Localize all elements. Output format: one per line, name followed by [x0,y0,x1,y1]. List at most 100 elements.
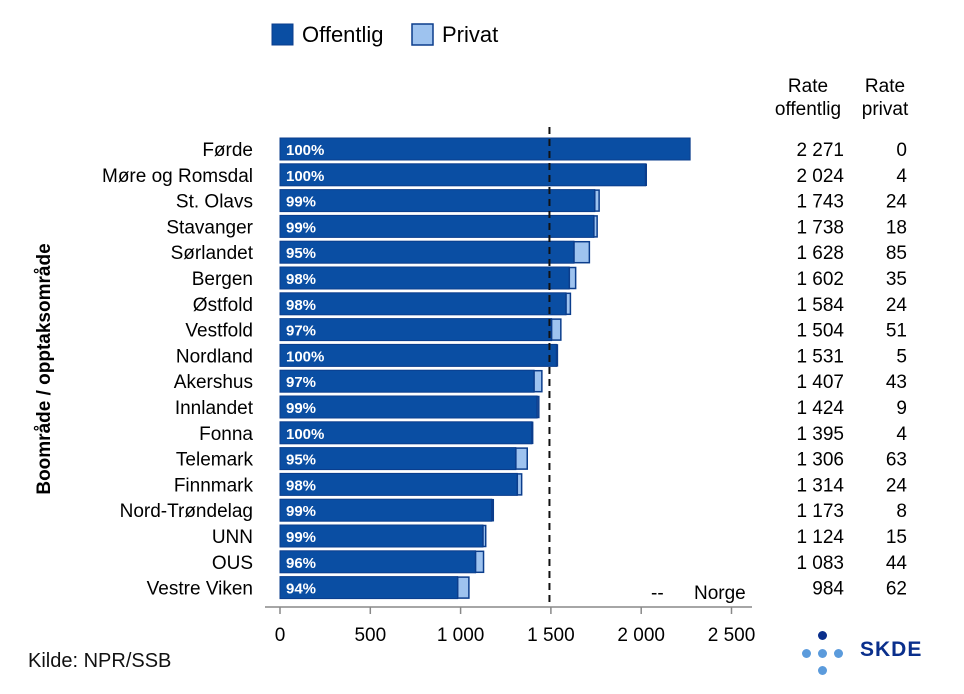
rate-privat-value: 43 [886,372,907,393]
bar-privat [593,215,598,238]
skde-logo: SKDE [800,628,921,678]
legend-swatch-offentlig [271,23,294,46]
bar-privat [491,498,495,522]
x-tick-label: 1 500 [527,625,575,646]
category-label: Telemark [176,450,254,471]
share-label: 98% [286,271,316,288]
rate-privat-value: 15 [886,527,907,548]
x-tick-label: 0 [275,625,286,646]
rate-offentlig-value: 984 [812,579,844,600]
header-rate-offentlig-line2: offentlig [775,99,841,120]
category-label: St. Olavs [176,192,253,213]
bar-privat [516,473,523,496]
category-label: Vestre Viken [147,579,253,600]
share-label: 95% [286,452,316,469]
bar-offentlig [279,240,575,264]
rate-privat-value: 44 [886,553,908,574]
rate-offentlig-value: 1 743 [796,192,844,213]
header-rate-privat-line1: Rate [865,76,905,97]
rate-offentlig-value: 1 395 [796,424,844,445]
rate-offentlig-value: 1 584 [796,295,844,316]
share-label: 94% [286,581,316,598]
bar-privat [565,292,572,316]
x-tick-label: 2 500 [708,625,756,646]
bar-offentlig [279,266,570,290]
rate-privat-value: 35 [886,269,907,290]
rate-privat-value: 63 [886,450,907,471]
source-note: Kilde: NPR/SSB [28,650,172,672]
legend-swatch-privat [411,23,434,46]
rate-privat-value: 4 [896,424,907,445]
bar-offentlig [279,163,647,187]
category-label: Bergen [192,269,253,290]
bar-privat [555,344,559,367]
y-axis-label: Boområde / opptaksområde [34,243,55,494]
share-label: 96% [286,555,316,572]
reference-legend-symbol: -- [651,583,664,604]
bar-privat [573,240,591,264]
rate-privat-value: 9 [896,398,907,419]
bar-privat [474,550,485,574]
category-label: UNN [212,527,253,548]
rate-privat-value: 4 [896,166,907,187]
rate-privat-value: 24 [886,192,908,213]
category-label: Møre og Romsdal [102,166,253,187]
rate-privat-value: 8 [896,501,907,522]
rate-offentlig-value: 2 024 [796,166,844,187]
bar-offentlig [279,137,691,161]
bar-offentlig [279,292,567,316]
rate-offentlig-value: 1 124 [796,527,844,548]
rate-offentlig-value: 1 628 [796,243,844,264]
rate-offentlig-value: 1 083 [796,553,844,574]
legend-label-offentlig: Offentlig [302,22,384,47]
logo-dot-top-icon [818,631,827,640]
legend-label-privat: Privat [442,22,498,47]
bar-offentlig [279,189,596,213]
bar-privat [568,266,577,290]
share-label: 100% [286,348,324,365]
rate-privat-value: 85 [886,243,907,264]
bar-offentlig [279,318,553,342]
rate-privat-value: 5 [896,346,907,367]
rate-offentlig-value: 1 504 [796,321,844,342]
category-label: Sørlandet [171,243,254,264]
reference-legend-label: Norge [694,583,746,604]
category-label: Fonna [199,424,253,445]
logo-dot-right-icon [834,649,843,658]
rate-offentlig-value: 1 314 [796,475,844,496]
rate-offentlig-value: 1 424 [796,398,844,419]
logo-dot-bottom-icon [818,666,827,675]
rate-offentlig-value: 1 407 [796,372,844,393]
bar-privat [536,395,540,419]
category-label: Innlandet [175,398,254,419]
rate-privat-value: 62 [886,579,907,600]
rate-privat-value: 18 [886,217,907,238]
share-label: 99% [286,529,316,546]
category-label: Stavanger [166,217,253,238]
bar-privat [644,163,648,187]
share-label: 97% [286,374,316,391]
bar-offentlig [279,369,535,393]
bar-privat [456,576,470,599]
category-label: Vestfold [185,321,253,342]
rate-offentlig-value: 1 306 [796,450,844,471]
rate-privat-value: 0 [896,140,907,161]
share-label: 100% [286,142,324,159]
rate-offentlig-value: 1 738 [796,217,844,238]
share-label: 99% [286,194,316,211]
category-label: OUS [212,553,253,574]
bar-privat [594,189,600,212]
share-label: 100% [286,426,324,443]
rate-privat-value: 24 [886,475,908,496]
bar-privat [531,421,534,445]
logo-dot-left-icon [802,649,811,658]
share-label: 99% [286,219,316,236]
rate-offentlig-value: 1 531 [796,346,844,367]
share-label: 98% [286,477,316,494]
category-label: Førde [202,140,253,161]
bar-offentlig [279,214,595,238]
x-tick-label: 2 000 [617,625,665,646]
rate-offentlig-value: 1 602 [796,269,844,290]
share-label: 95% [286,245,316,262]
rate-privat-value: 24 [886,295,908,316]
